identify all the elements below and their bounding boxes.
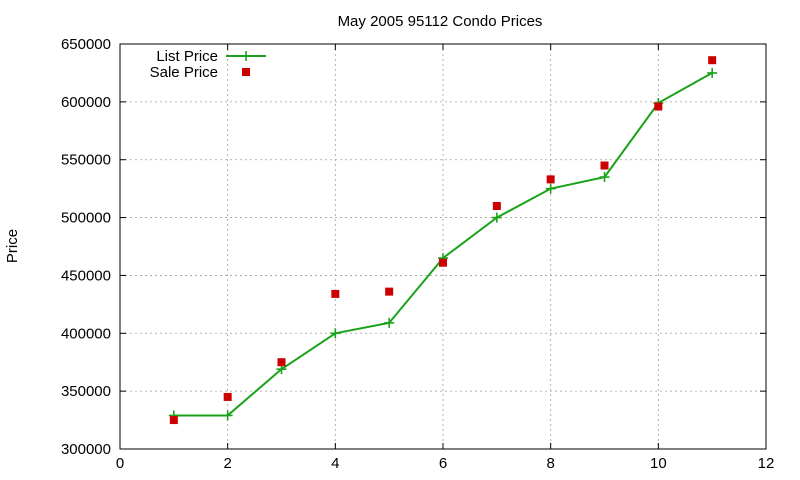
y-tick-label: 300000 [61,441,111,458]
chart-title: May 2005 95112 Condo Prices [338,13,543,30]
x-tick-label: 0 [116,455,124,472]
x-tick-label: 12 [758,455,775,472]
legend-square-marker [242,68,250,76]
x-tick-label: 10 [650,455,667,472]
list-price-point [384,317,395,328]
sale-price-series [169,56,717,425]
y-tick-label: 500000 [61,210,111,227]
y-tick-label: 650000 [61,36,111,53]
y-tick-label: 400000 [61,325,111,342]
x-tick-label: 6 [439,455,447,472]
sale-price-point [654,102,663,111]
sale-price-point [492,202,501,210]
legend-label: List Price [156,48,218,65]
list-price-point [545,183,556,194]
legend-item-sale-price: Sale Price [150,64,250,81]
legend-item-list-price: List Price [156,48,266,65]
sale-price-point [546,175,555,184]
x-tick-label: 4 [331,455,339,472]
sale-price-point [708,56,717,65]
list-price-point [330,328,341,339]
legend-label: Sale Price [150,64,218,81]
y-tick-label: 600000 [61,94,111,111]
x-tick-label: 8 [546,455,554,472]
legend-plus-marker [241,51,251,61]
sale-price-point [223,392,232,401]
axis-ticks: 0 2 4 6 8 10 12 300000 350000 400000 450000 500000 5… [61,36,774,472]
list-price-point [707,67,718,78]
sale-price-point [600,161,609,170]
y-tick-label: 350000 [61,383,111,400]
sale-price-point [439,258,447,267]
list-price-point [491,212,502,223]
y-tick-label: 550000 [61,152,111,169]
y-axis-label: Price [4,229,21,263]
sale-price-point [385,287,394,296]
x-tick-label: 2 [223,455,231,472]
sale-price-point [277,358,286,367]
plot-frame [119,43,767,450]
grid-lines [120,44,766,449]
sale-price-point [331,289,340,298]
sale-price-point [169,416,178,425]
list-price-point [222,410,233,421]
y-tick-label: 450000 [61,267,111,284]
list-price-point [599,172,610,183]
series-layer [168,56,718,425]
